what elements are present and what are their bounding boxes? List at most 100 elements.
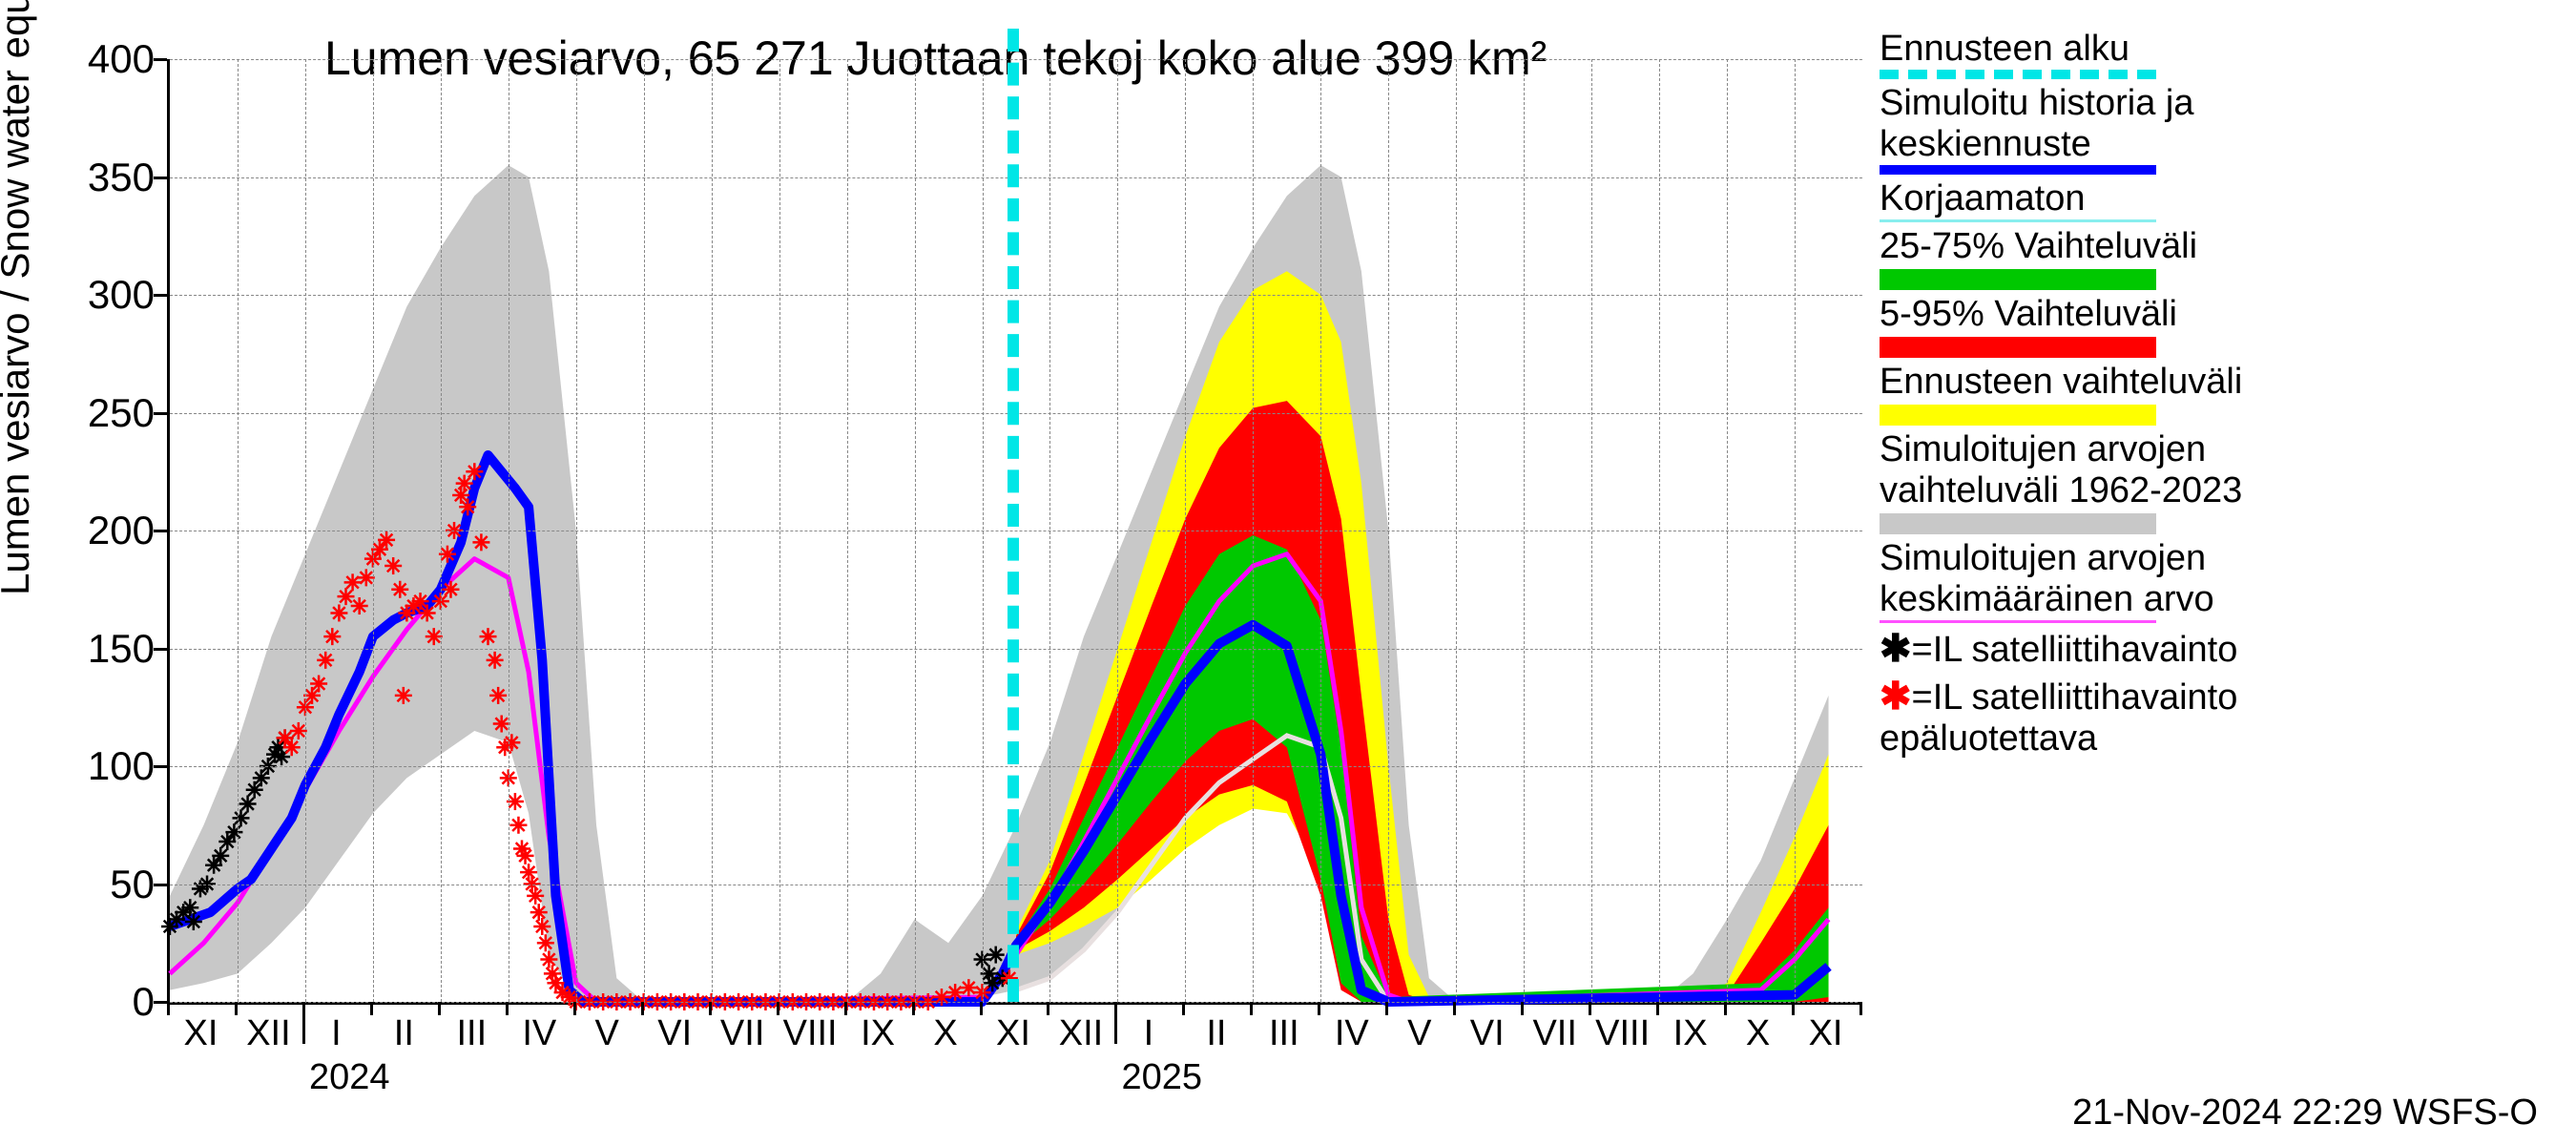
x-tick-label: VI: [1470, 1013, 1505, 1054]
y-tick-label: 200: [88, 508, 155, 553]
red-marker: [489, 687, 507, 704]
legend-swatch: [1880, 165, 2156, 175]
grid-line-v: [373, 59, 374, 1002]
legend-item: 5-95% Vaihteluväli: [1880, 294, 2566, 358]
x-tick-label: II: [394, 1013, 414, 1054]
y-tick-label: 0: [133, 979, 155, 1025]
x-tick-label: VII: [720, 1013, 764, 1054]
y-tick-label: 50: [110, 862, 155, 907]
legend-label: vaihteluväli 1962-2023: [1880, 470, 2566, 511]
legend-swatch: [1880, 405, 2156, 426]
red-marker: [330, 604, 347, 621]
historical-band: [170, 165, 1829, 1002]
red-marker: [517, 847, 534, 864]
y-tick-mark: [154, 648, 167, 651]
x-tick-label: IX: [861, 1013, 895, 1054]
x-tick-mark: [302, 1002, 305, 1044]
y-tick-mark: [154, 1001, 167, 1004]
x-tick-label: IX: [1673, 1013, 1708, 1054]
y-tick-mark: [154, 530, 167, 532]
x-tick-mark: [709, 1002, 712, 1015]
y-tick-label: 400: [88, 36, 155, 82]
red-marker: [395, 687, 412, 704]
y-tick-mark: [154, 765, 167, 768]
x-year-label-2024: 2024: [309, 1057, 390, 1098]
legend-label: keskiennuste: [1880, 124, 2566, 165]
x-tick-label: V: [1407, 1013, 1431, 1054]
x-tick-label: IV: [522, 1013, 556, 1054]
x-tick-mark: [1521, 1002, 1524, 1015]
x-tick-mark: [1114, 1002, 1117, 1044]
x-tick-mark: [1182, 1002, 1185, 1015]
legend-item: 25-75% Vaihteluväli: [1880, 226, 2566, 290]
forecast-start-line: [1008, 29, 1019, 1002]
grid-line-v: [712, 59, 713, 1002]
legend-item: Simuloitujen arvojenvaihteluväli 1962-20…: [1880, 429, 2566, 534]
legend-item: Simuloitujen arvojenkeskimääräinen arvo: [1880, 538, 2566, 623]
legend-swatch: [1880, 337, 2156, 358]
x-tick-label: XI: [184, 1013, 218, 1054]
x-tick-mark: [235, 1002, 238, 1015]
legend-swatch: [1880, 70, 2156, 79]
x-tick-label: III: [1269, 1013, 1299, 1054]
red-marker: [540, 951, 557, 968]
red-marker: [509, 817, 527, 834]
x-tick-mark: [1589, 1002, 1591, 1015]
legend-item: Simuloitu historia jakeskiennuste: [1880, 83, 2566, 175]
grid-line-v: [847, 59, 848, 1002]
grid-line-v: [1320, 59, 1321, 1002]
legend-marker-icon: ✱: [1880, 628, 1912, 670]
legend: Ennusteen alkuSimuloitu historia jakeski…: [1880, 29, 2566, 763]
x-tick-label: V: [595, 1013, 619, 1054]
legend-marker-icon: ✱: [1880, 676, 1912, 718]
x-tick-mark: [1859, 1002, 1862, 1015]
red-marker: [530, 904, 548, 921]
grid-line-v: [983, 59, 984, 1002]
x-tick-mark: [1453, 1002, 1456, 1015]
x-tick-label: VIII: [1595, 1013, 1650, 1054]
legend-swatch: [1880, 513, 2156, 534]
x-tick-mark: [1318, 1002, 1320, 1015]
red-marker: [503, 734, 520, 751]
y-tick-label: 100: [88, 743, 155, 789]
x-tick-mark: [641, 1002, 644, 1015]
x-tick-label: III: [456, 1013, 487, 1054]
x-tick-mark: [506, 1002, 509, 1015]
chart-container: Lumen vesiarvo, 65 271 Juottaan tekoj ko…: [0, 0, 2576, 1145]
x-tick-label: XI: [1809, 1013, 1843, 1054]
y-tick-mark: [154, 177, 167, 179]
y-tick-label: 150: [88, 626, 155, 672]
x-tick-mark: [1724, 1002, 1727, 1015]
x-tick-label: IV: [1335, 1013, 1369, 1054]
y-tick-mark: [154, 294, 167, 297]
y-tick-mark: [154, 412, 167, 415]
x-year-label-2025: 2025: [1122, 1057, 1203, 1098]
grid-line-v: [576, 59, 577, 1002]
y-tick-label: 350: [88, 155, 155, 200]
x-tick-label: XII: [246, 1013, 290, 1054]
red-marker: [459, 498, 476, 515]
x-tick-mark: [1250, 1002, 1253, 1015]
y-tick-mark: [154, 58, 167, 61]
x-tick-label: I: [331, 1013, 342, 1054]
legend-swatch: [1880, 620, 2156, 623]
x-tick-mark: [777, 1002, 779, 1015]
grid-line-v: [1388, 59, 1389, 1002]
x-tick-label: II: [1206, 1013, 1226, 1054]
x-tick-mark: [1792, 1002, 1795, 1015]
legend-label: 5-95% Vaihteluväli: [1880, 294, 2566, 335]
grid-line-v: [1049, 59, 1050, 1002]
grid-line-v: [238, 59, 239, 1002]
grid-line-v: [644, 59, 645, 1002]
legend-item: Ennusteen vaihteluväli: [1880, 362, 2566, 426]
x-tick-mark: [438, 1002, 441, 1015]
grid-line-v: [1591, 59, 1592, 1002]
x-tick-label: X: [1746, 1013, 1770, 1054]
y-axis-label: Lumen vesiarvo / Snow water equiv. mm: [0, 0, 38, 595]
red-band: [1016, 401, 1829, 1002]
red-marker: [472, 533, 489, 551]
grid-line-v: [1117, 59, 1118, 1002]
red-marker: [317, 652, 334, 669]
x-tick-mark: [912, 1002, 915, 1015]
grid-line-v: [779, 59, 780, 1002]
